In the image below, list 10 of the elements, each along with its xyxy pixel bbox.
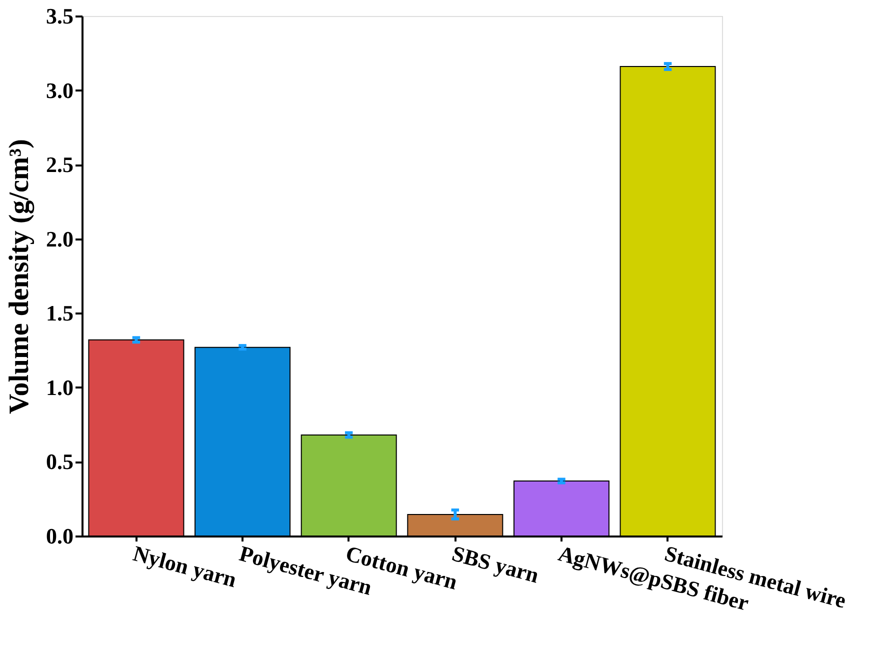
y-tick-label: 2.5 [46, 152, 74, 178]
y-tick-label: 0.5 [46, 449, 74, 474]
y-tick-label: 1.0 [46, 374, 74, 400]
y-axis-title: Volume density (g/cm³) [4, 139, 35, 414]
y-tick-label: 1.5 [46, 300, 74, 326]
x-tick-label: Nylon yarn [130, 540, 240, 592]
y-tick-label: 2.0 [46, 226, 74, 252]
y-tick-label: 0.0 [46, 524, 74, 548]
y-tick-label: 3.0 [46, 78, 74, 103]
y-tick-label: 3.5 [46, 4, 74, 28]
